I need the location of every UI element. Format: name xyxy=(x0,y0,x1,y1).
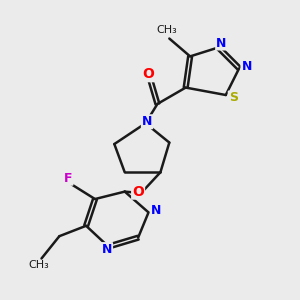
Text: O: O xyxy=(132,184,144,199)
Text: N: N xyxy=(102,243,112,256)
Text: N: N xyxy=(151,204,161,218)
Text: CH₃: CH₃ xyxy=(156,25,177,35)
Text: N: N xyxy=(142,115,152,128)
Text: O: O xyxy=(142,67,154,81)
Text: CH₃: CH₃ xyxy=(28,260,49,270)
Text: S: S xyxy=(229,92,238,104)
Text: F: F xyxy=(64,172,73,185)
Text: N: N xyxy=(242,60,252,73)
Text: N: N xyxy=(216,37,226,50)
